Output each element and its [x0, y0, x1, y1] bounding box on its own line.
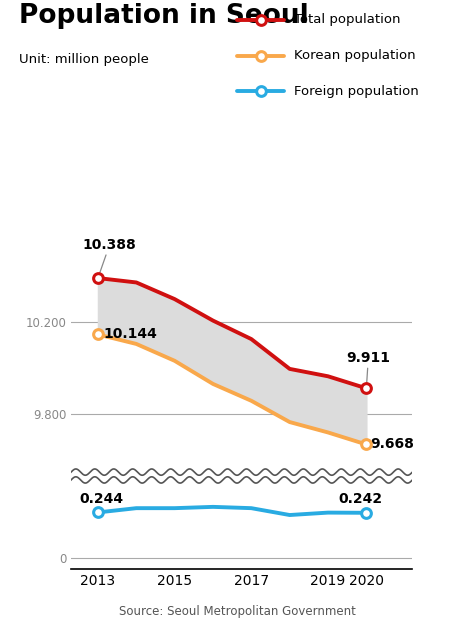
- Text: 9.911: 9.911: [346, 351, 390, 388]
- Text: Source: Seoul Metropolitan Government: Source: Seoul Metropolitan Government: [118, 604, 356, 618]
- Text: Unit: million people: Unit: million people: [19, 53, 149, 66]
- Text: 0.244: 0.244: [80, 492, 124, 506]
- Text: Foreign population: Foreign population: [294, 85, 419, 98]
- Text: 0.242: 0.242: [338, 492, 383, 506]
- Text: Total population: Total population: [294, 14, 401, 26]
- Text: Population in Seoul: Population in Seoul: [19, 3, 309, 29]
- Text: 10.388: 10.388: [82, 238, 137, 278]
- Text: 10.144: 10.144: [104, 328, 157, 341]
- Text: 9.668: 9.668: [370, 438, 414, 451]
- Text: Korean population: Korean population: [294, 49, 416, 62]
